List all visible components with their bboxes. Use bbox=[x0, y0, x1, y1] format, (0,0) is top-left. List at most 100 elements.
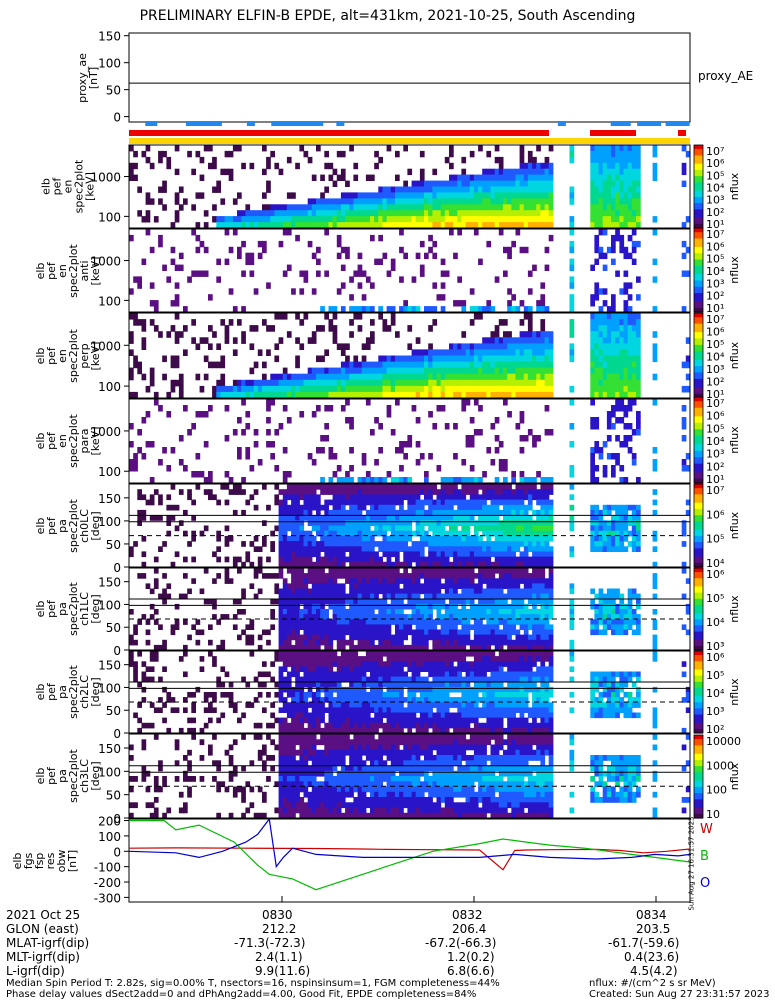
spectrogram-cell bbox=[415, 556, 421, 563]
spectrogram-cell bbox=[257, 385, 263, 393]
spectrogram-cell bbox=[478, 429, 483, 436]
spectrogram-cell bbox=[482, 373, 487, 381]
spectrogram-cell bbox=[619, 343, 625, 350]
spectrogram-cell bbox=[274, 484, 280, 490]
spectrogram-cell bbox=[432, 240, 438, 248]
spectrogram-cell bbox=[623, 385, 629, 393]
spectrogram-cell bbox=[449, 391, 454, 399]
spectrogram-cell bbox=[440, 258, 446, 265]
spectrogram-cell bbox=[507, 520, 512, 526]
spectrogram-cell bbox=[336, 619, 342, 625]
spectrogram-cell bbox=[453, 477, 458, 484]
spectrogram-cell bbox=[237, 453, 242, 460]
spectrogram-cell bbox=[415, 441, 421, 448]
spectrogram-cell bbox=[478, 373, 483, 381]
spectrogram-cell bbox=[295, 520, 300, 526]
spectrogram-cell bbox=[636, 222, 641, 229]
spectrogram-cell bbox=[507, 222, 512, 229]
spectrogram-cell bbox=[340, 525, 346, 532]
spectrogram-cell bbox=[228, 150, 234, 158]
spectrogram-cell bbox=[332, 471, 338, 478]
spectrogram-cell bbox=[257, 561, 263, 568]
spectrogram-cell bbox=[291, 385, 296, 393]
spectrogram-cell bbox=[453, 379, 458, 387]
spectrogram-cell bbox=[606, 319, 612, 326]
colorbar-swatch bbox=[694, 171, 703, 175]
spectrogram-cell bbox=[449, 619, 454, 625]
spectrogram-cell bbox=[623, 379, 629, 387]
spectrogram-cell bbox=[432, 210, 438, 217]
spectrogram-cell bbox=[390, 588, 396, 595]
colorbar-swatch bbox=[694, 221, 703, 225]
spectrogram-cell bbox=[399, 530, 404, 537]
spectrogram-cell bbox=[178, 204, 184, 211]
spectrogram-cell bbox=[262, 319, 267, 326]
spectrogram-cell bbox=[590, 343, 595, 350]
spectrogram-cell bbox=[490, 180, 496, 187]
spectrogram-cell bbox=[519, 391, 525, 399]
spectrogram-cell bbox=[590, 535, 595, 542]
spectrogram-cell bbox=[340, 264, 346, 271]
spectrogram-cell bbox=[498, 337, 504, 344]
spectrogram-cell bbox=[590, 319, 595, 326]
spectrogram-cell bbox=[590, 588, 595, 595]
spectrogram-cell bbox=[598, 216, 604, 223]
spectrogram-cell bbox=[286, 229, 292, 236]
spectrogram-cell bbox=[328, 367, 334, 375]
spectrogram-cell bbox=[291, 210, 296, 217]
spectrogram-cell bbox=[311, 639, 317, 646]
spectrogram-cell bbox=[407, 361, 413, 369]
spectrogram-cell bbox=[353, 355, 359, 363]
spectrogram-cell bbox=[415, 210, 421, 217]
spectrogram-cell bbox=[461, 379, 467, 387]
spectrogram-cell bbox=[503, 270, 508, 277]
spectrogram-cell bbox=[631, 174, 637, 181]
colorbar-swatch bbox=[694, 525, 703, 529]
spectrogram-cell bbox=[361, 578, 367, 584]
spectrogram-cell bbox=[490, 609, 496, 615]
spectrogram-cell bbox=[153, 583, 159, 589]
spectrogram-cell bbox=[278, 530, 284, 537]
spectrogram-cell bbox=[299, 578, 305, 584]
spectrogram-cell bbox=[399, 499, 404, 506]
spectrogram-cell bbox=[652, 216, 658, 223]
spectrogram-cell bbox=[336, 489, 342, 495]
spectrogram-cell bbox=[328, 447, 334, 454]
spectrogram-cell bbox=[532, 520, 537, 526]
spectrogram-cell bbox=[311, 593, 317, 600]
spectrogram-cell bbox=[378, 186, 383, 193]
spectrogram-cell bbox=[390, 361, 396, 369]
spectrogram-cell bbox=[473, 530, 479, 537]
spectrogram-cell bbox=[424, 484, 429, 490]
spectrogram-cell bbox=[191, 515, 196, 521]
spectrogram-cell bbox=[494, 568, 500, 574]
spectrogram-cell bbox=[486, 573, 492, 579]
spectrogram-cell bbox=[478, 216, 483, 223]
spectrogram-cell bbox=[532, 530, 537, 537]
spectrogram-cell bbox=[324, 509, 329, 516]
spectrogram-cell bbox=[195, 222, 201, 229]
spectrogram-cell bbox=[324, 588, 329, 595]
spectrogram-cell bbox=[636, 361, 641, 369]
spectrogram-cell bbox=[536, 551, 541, 558]
spectrogram-cell bbox=[536, 186, 541, 193]
spectrogram-cell bbox=[507, 530, 512, 537]
spectrogram-cell bbox=[257, 349, 263, 356]
spectrogram-cell bbox=[636, 337, 641, 344]
panel-frame bbox=[128, 144, 691, 229]
spectrogram-cell bbox=[382, 186, 388, 193]
spectrogram-cell bbox=[291, 583, 296, 589]
spectrogram-cell bbox=[365, 337, 371, 344]
spectrogram-cell bbox=[365, 561, 371, 568]
spectrogram-cell bbox=[436, 294, 442, 301]
spectrogram-cell bbox=[365, 598, 371, 605]
spectrogram-cell bbox=[623, 331, 629, 338]
spectrogram-cell bbox=[523, 379, 529, 387]
spectrogram-cell bbox=[340, 603, 346, 610]
colorbar-label: nflux bbox=[728, 426, 741, 454]
spectrogram-cell bbox=[411, 614, 417, 620]
spectrogram-cell bbox=[432, 568, 438, 574]
spectrogram-cell bbox=[494, 598, 500, 605]
spectrogram-cell bbox=[228, 578, 234, 584]
spectrogram-cell bbox=[282, 229, 288, 236]
